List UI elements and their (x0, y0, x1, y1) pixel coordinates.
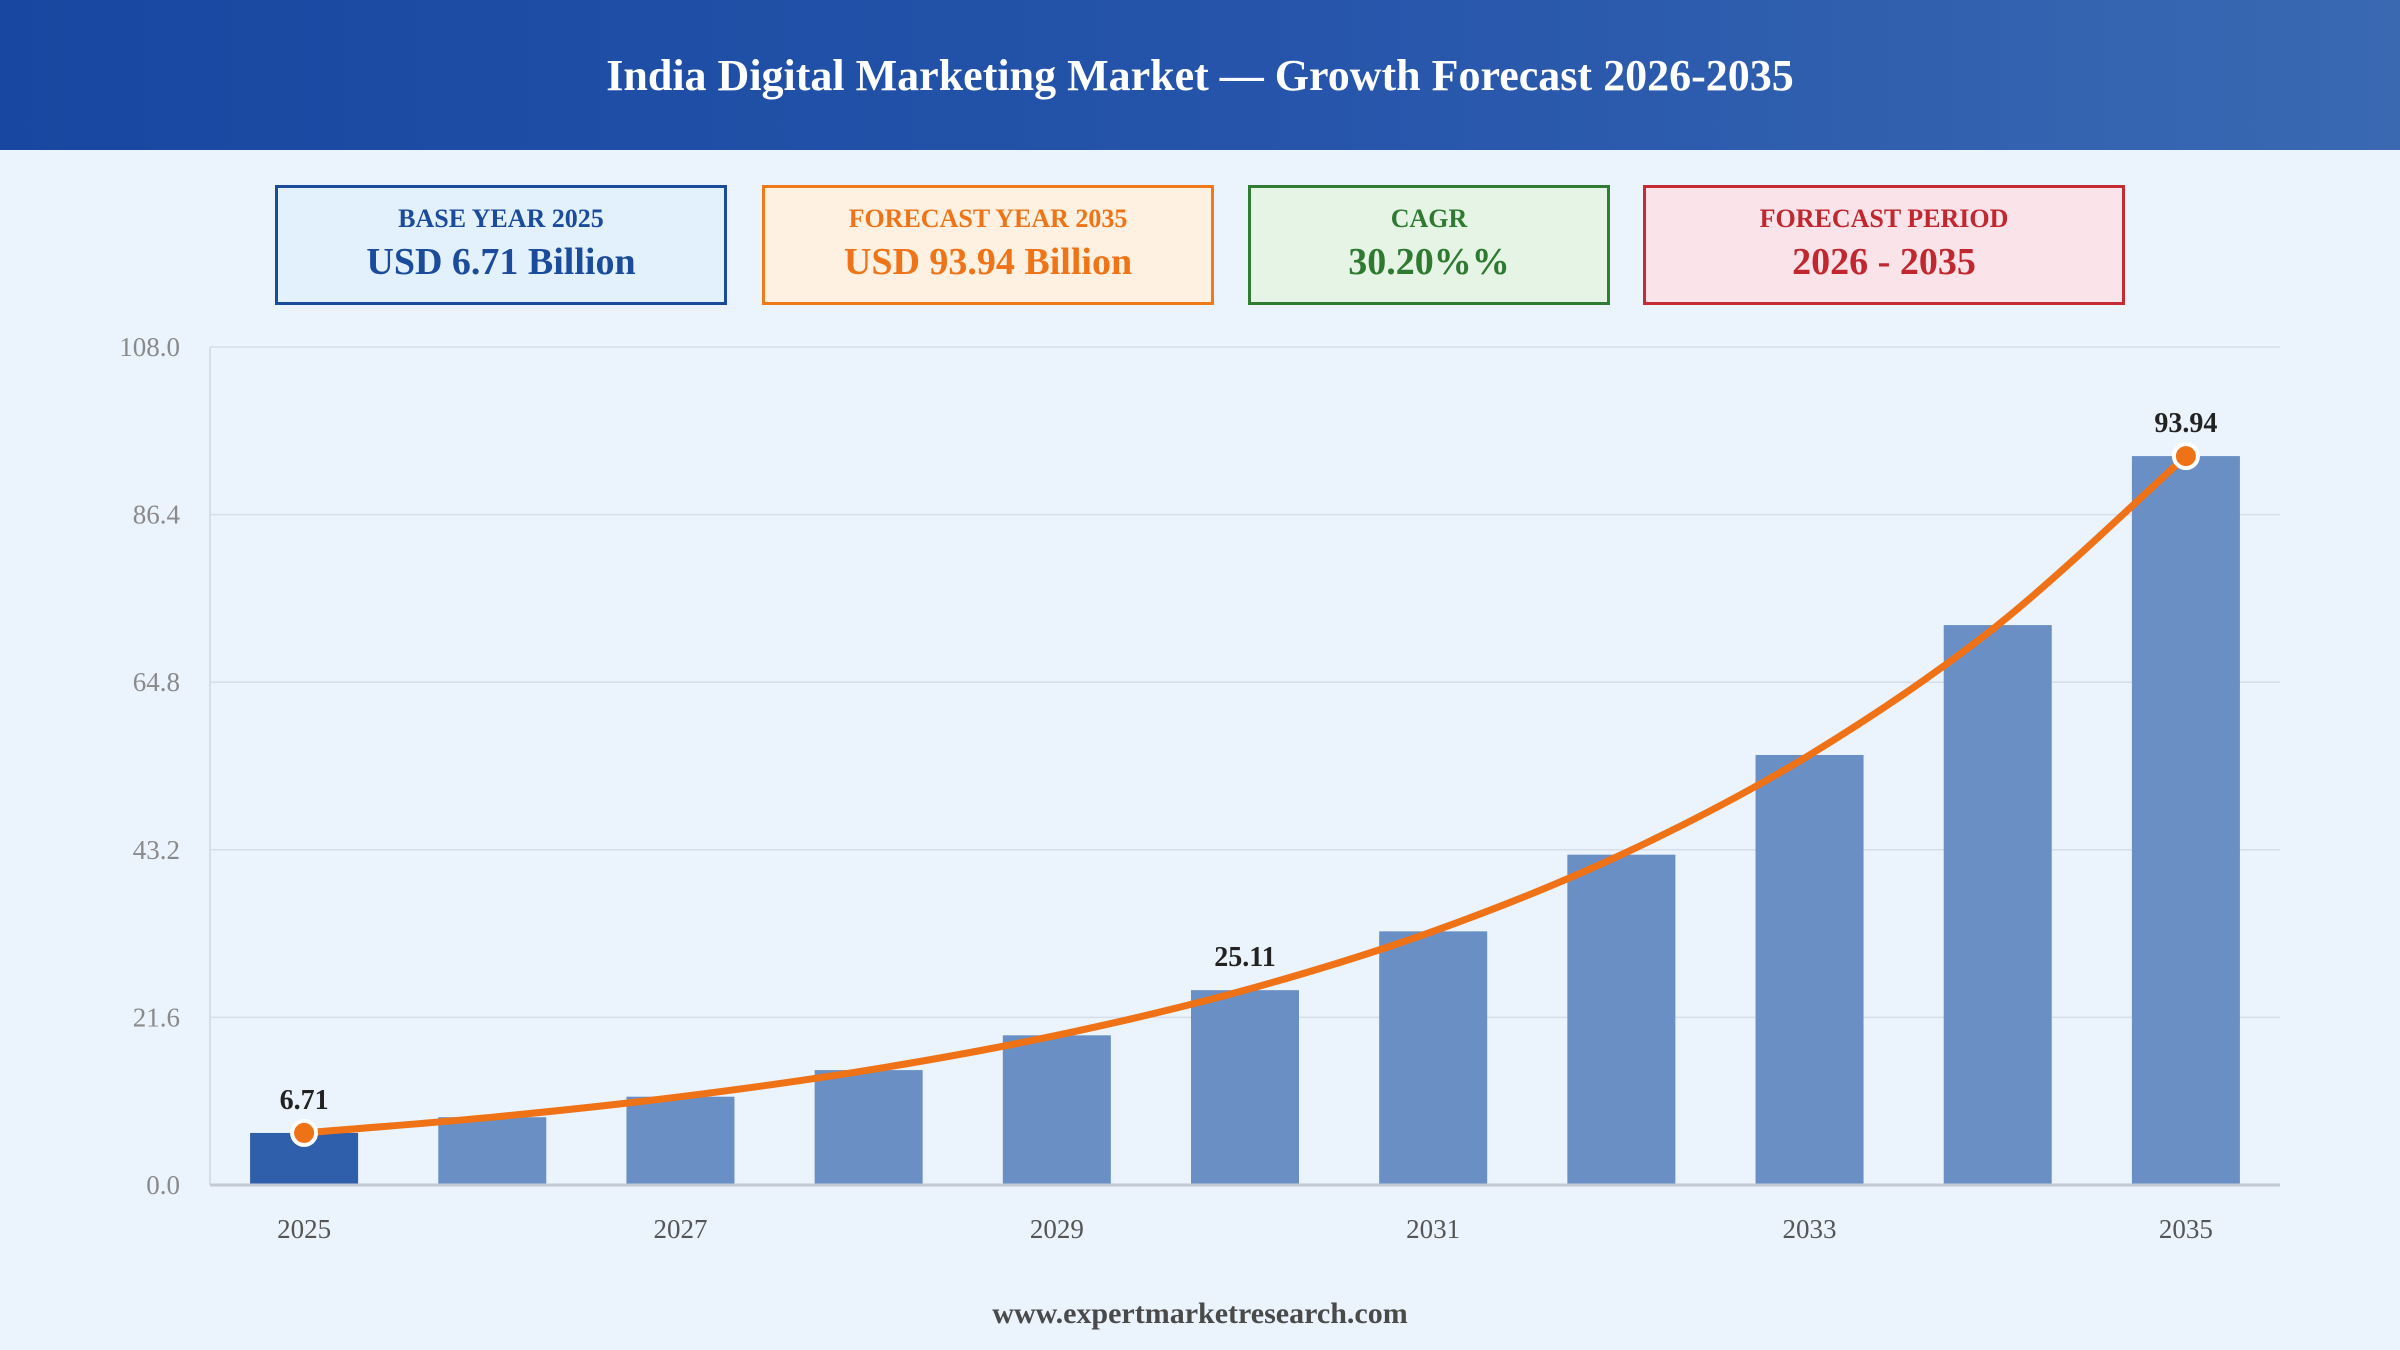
trend-line (300, 452, 2190, 1137)
x-tick-label: 2031 (1406, 1214, 1460, 1244)
bar (814, 1070, 923, 1185)
y-tick-label: 108.0 (119, 332, 180, 362)
forecast-period-card: FORECAST PERIOD 2026 - 2035 (1643, 185, 2125, 305)
data-label: 93.94 (2154, 408, 2217, 439)
trend-marker (290, 1118, 319, 1147)
bar (626, 1096, 735, 1185)
forecast-year-card: FORECAST YEAR 2035 USD 93.94 Billion (762, 185, 1214, 305)
y-tick-label: 0.0 (146, 1170, 180, 1200)
x-tick-label: 2033 (1783, 1214, 1837, 1244)
y-tick-label: 86.4 (133, 500, 181, 530)
y-tick-label: 21.6 (133, 1002, 180, 1032)
cagr-value: 30.20%% (1348, 240, 1510, 283)
forecast-period-value: 2026 - 2035 (1792, 240, 1976, 283)
bar (1191, 990, 1299, 1185)
header-banner: India Digital Marketing Market — Growth … (0, 0, 2400, 150)
y-tick-label: 64.8 (133, 667, 180, 697)
cagr-card: CAGR 30.20%% (1248, 185, 1610, 305)
page-title: India Digital Marketing Market — Growth … (606, 50, 1794, 100)
data-label: 25.11 (1214, 942, 1275, 973)
x-tick-label: 2025 (277, 1214, 331, 1244)
bar (438, 1117, 547, 1185)
bar (1567, 854, 1676, 1185)
cagr-label: CAGR (1390, 203, 1468, 233)
x-tick-label: 2027 (653, 1214, 707, 1244)
forecast-year-label: FORECAST YEAR 2035 (848, 203, 1128, 233)
forecast-year-value: USD 93.94 Billion (843, 240, 1133, 283)
x-tick-label: 2035 (2159, 1214, 2213, 1244)
trend-marker (2171, 442, 2200, 471)
bar (2131, 456, 2240, 1185)
forecast-period-label: FORECAST PERIOD (1759, 203, 2009, 233)
source-footer: www.expertmarketresearch.com (992, 1297, 1408, 1330)
y-tick-label: 43.2 (133, 835, 180, 865)
bar (1379, 931, 1488, 1185)
base-year-label: BASE YEAR 2025 (398, 203, 604, 233)
data-label: 6.71 (280, 1085, 329, 1116)
base-year-card: BASE YEAR 2025 USD 6.71 Billion (275, 185, 727, 305)
bar (1943, 625, 2052, 1185)
base-year-value: USD 6.71 Billion (366, 240, 636, 283)
bar (1755, 754, 1864, 1185)
bar (1002, 1035, 1111, 1185)
x-tick-label: 2029 (1030, 1214, 1084, 1244)
